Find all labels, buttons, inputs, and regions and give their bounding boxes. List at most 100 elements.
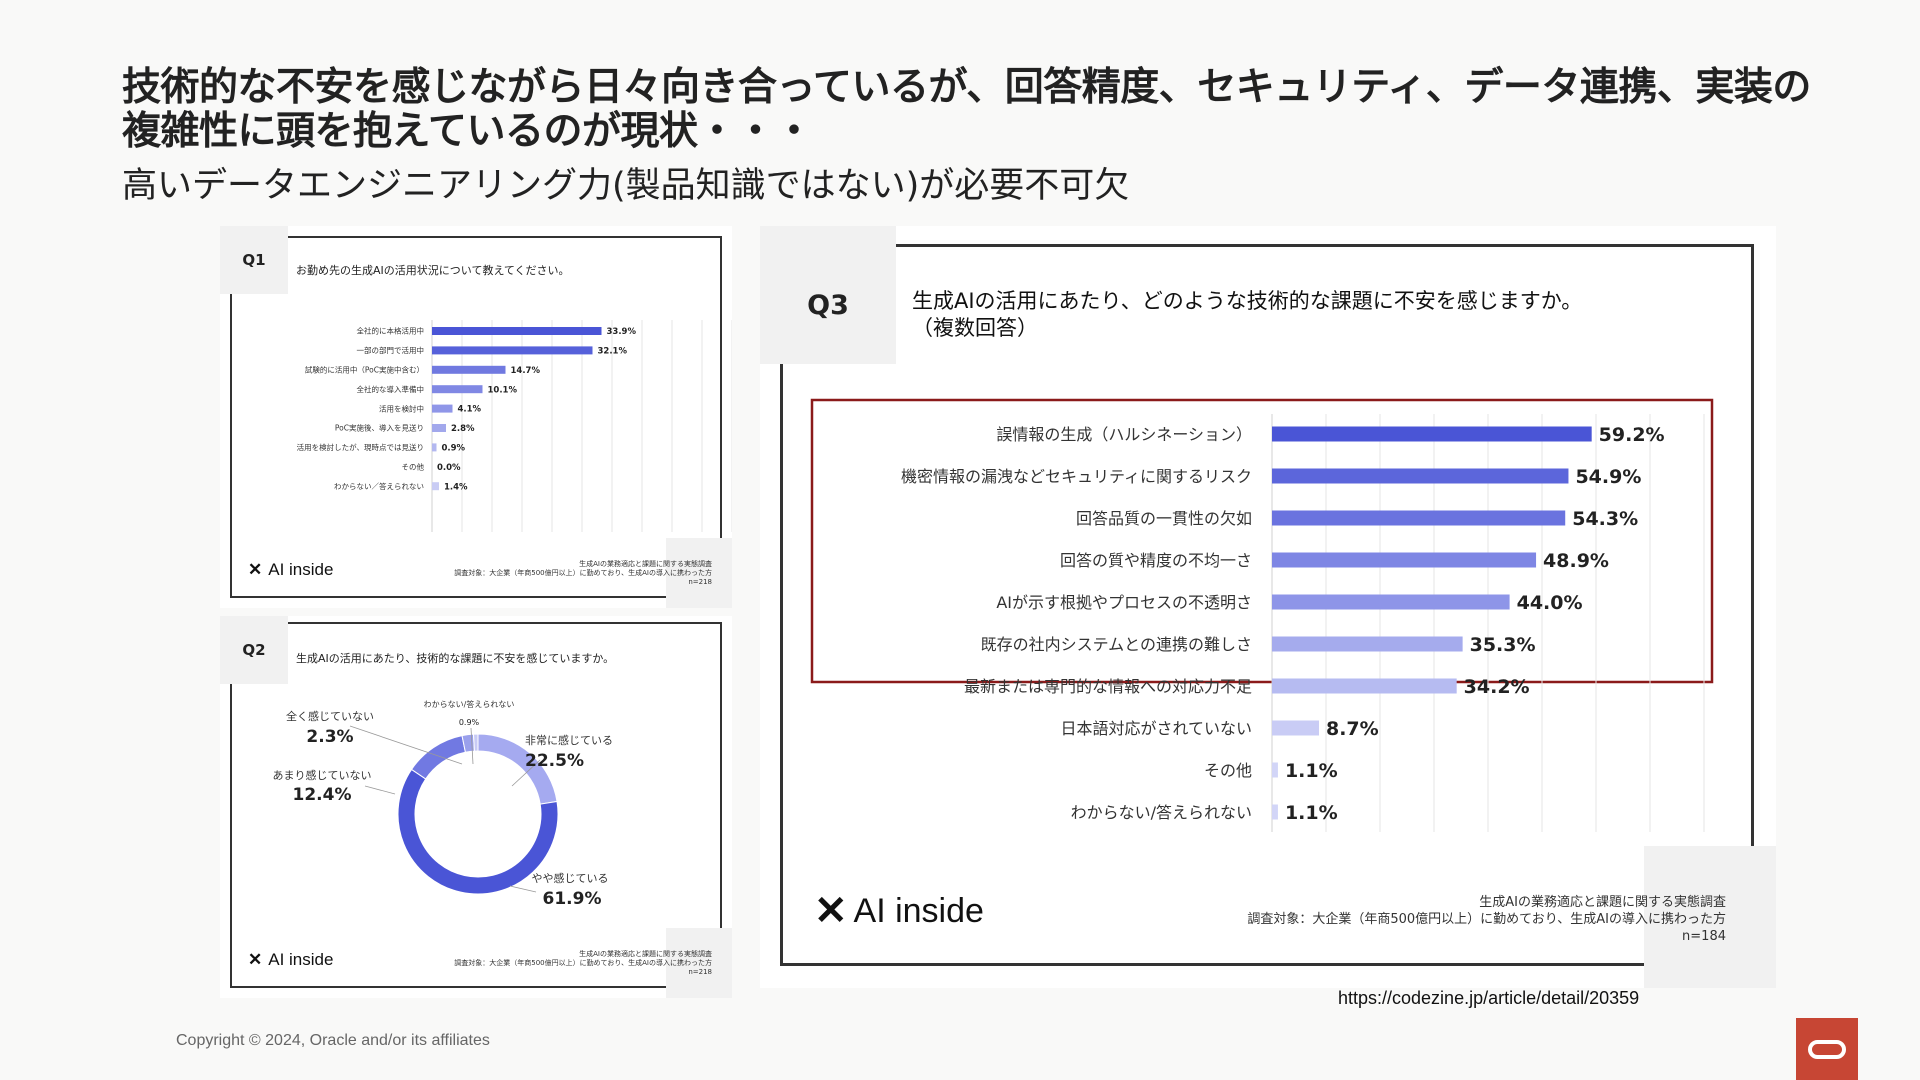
slice-label: 全く感じていない: [286, 709, 374, 723]
data-label: 1.4%: [444, 482, 468, 492]
leader-line: [364, 785, 396, 795]
q3-card: Q3 生成AIの活用にあたり、どのような技術的な課題に不安を感じますか。 （複数…: [760, 226, 1776, 988]
category-label: AIが示す根拠やプロセスの不透明さ: [996, 593, 1252, 612]
q1-tag: Q1: [220, 226, 288, 294]
highlight-box: [810, 398, 1714, 684]
slice-label: わからない/答えられない: [424, 699, 515, 709]
q2-note-line3: n=218: [688, 968, 712, 976]
bar: [432, 346, 593, 355]
q1-question: お勤め先の生成AIの活用状況について教えてください。: [296, 264, 570, 277]
q2-note-bg: [666, 928, 732, 998]
q3-note-line3: n=184: [1682, 929, 1726, 944]
ai-inside-x-icon: ✕: [814, 889, 848, 933]
q3-note-bg: [1644, 846, 1776, 988]
data-label: 0.9%: [442, 443, 466, 453]
bar: [1272, 552, 1537, 568]
data-label: 48.9%: [1543, 550, 1609, 572]
q1-card: Q1 お勤め先の生成AIの活用状況について教えてください。 全社的に本格活用中 3…: [220, 226, 732, 608]
q3-question-line1: 生成AIの活用にあたり、どのような技術的な課題に不安を感じますか。: [912, 289, 1583, 313]
q2-logo: ✕ AI inside: [248, 950, 333, 970]
q2-card: Q2 生成AIの活用にあたり、技術的な課題に不安を感じていますか。 非常に感じて…: [220, 616, 732, 998]
bar: [432, 327, 602, 335]
bar: [1272, 594, 1510, 610]
slice-label: やや感じている: [532, 872, 609, 885]
bar: [1272, 636, 1463, 652]
data-label: 33.9%: [607, 327, 637, 337]
q1-logo-text: AI inside: [268, 560, 334, 579]
q2-tag: Q2: [220, 616, 288, 684]
category-label: 一部の部門で活用中: [357, 345, 425, 355]
category-label: 日本語対応がされていない: [1060, 719, 1252, 738]
data-label: 0.0%: [437, 463, 461, 473]
donut-slice: [410, 735, 467, 780]
bar: [1272, 804, 1278, 820]
q1-logo: ✕ AI inside: [248, 560, 333, 580]
category-label: 全社的な導入準備中: [357, 384, 425, 394]
leader-line: [470, 727, 474, 765]
slice-label: 非常に感じている: [525, 734, 613, 747]
category-label: 活用を検討中: [379, 403, 424, 413]
category-label: 試験的に活用中（PoC実施中含む）: [305, 365, 424, 375]
q1-bar-chart: 全社的に本格活用中 33.9% 一部の部門で活用中 32.1% 試験的に活用中（PoC実…: [297, 320, 732, 532]
q3-logo: ✕ AI inside: [814, 888, 984, 934]
category-label: 回答品質の一貫性の欠如: [1076, 509, 1252, 528]
q1-note-line1: 生成AIの業務適応と課題に関する実態調査: [579, 560, 712, 568]
data-label: 32.1%: [598, 346, 628, 356]
oracle-ring-icon: [1808, 1040, 1846, 1059]
bar: [432, 482, 439, 491]
slice-value: 2.3%: [306, 727, 353, 747]
bar: [432, 365, 506, 374]
data-label: 59.2%: [1599, 424, 1665, 446]
bar: [1272, 720, 1319, 736]
bar: [432, 443, 437, 452]
bar: [1272, 762, 1278, 778]
leader-line: [511, 759, 541, 787]
category-label: 既存の社内システムとの連携の難しさ: [981, 635, 1252, 654]
q3-logo-text: AI inside: [853, 891, 984, 930]
bar: [1272, 510, 1566, 526]
ai-inside-x-icon: ✕: [248, 950, 263, 969]
data-label: 1.1%: [1285, 802, 1338, 824]
ai-inside-x-icon: ✕: [248, 560, 263, 579]
category-label: 最新または専門的な情報への対応力不足: [964, 677, 1252, 696]
q3-question: 生成AIの活用にあたり、どのような技術的な課題に不安を感じますか。 （複数回答）: [912, 288, 1582, 342]
leader-line: [509, 885, 537, 893]
category-label: 機密情報の漏洩などセキュリティに関するリスク: [901, 467, 1252, 486]
copyright: Copyright © 2024, Oracle and/or its affi…: [176, 1032, 490, 1049]
bar: [1272, 426, 1592, 442]
source-link[interactable]: https://codezine.jp/article/detail/20359: [1338, 988, 1640, 1008]
q1-frame: [230, 236, 722, 598]
q3-question-line2: （複数回答）: [912, 316, 1038, 340]
q1-note: 生成AIの業務適応と課題に関する実態調査 調査対象：大企業（年商500億円以上）…: [454, 560, 712, 587]
q2-frame: [230, 622, 722, 988]
q2-note: 生成AIの業務適応と課題に関する実態調査 調査対象：大企業（年商500億円以上）…: [454, 950, 712, 977]
slice-value: 0.9%: [459, 718, 480, 727]
data-label: 34.2%: [1464, 676, 1530, 698]
bar: [432, 424, 446, 432]
leader-line: [349, 725, 463, 765]
data-label: 54.9%: [1575, 466, 1641, 488]
category-label: わからない/答えられない: [1071, 803, 1252, 822]
data-label: 2.8%: [451, 424, 475, 434]
bar: [1272, 678, 1457, 694]
category-label: その他: [1204, 761, 1252, 780]
category-label: その他: [402, 462, 425, 472]
category-label: わからない／答えられない: [334, 481, 424, 491]
slide-subtitle: 高いデータエンジニアリング力(製品知識ではない)が必要不可欠: [122, 166, 1130, 206]
category-label: 活用を検討したが、現時点では見送り: [297, 442, 424, 452]
data-label: 44.0%: [1517, 592, 1583, 614]
oracle-logo-icon: [1796, 1018, 1858, 1080]
q3-note-line1: 生成AIの業務適応と課題に関する実態調査: [1479, 895, 1726, 910]
data-label: 1.1%: [1285, 760, 1338, 782]
q2-logo-text: AI inside: [268, 950, 334, 969]
slice-value: 61.9%: [543, 889, 602, 909]
q1-note-line2: 調査対象：大企業（年商500億円以上）に勤めており、生成AIの導入に携わった方: [454, 569, 712, 577]
data-label: 14.7%: [511, 366, 541, 376]
q3-frame: [780, 244, 1754, 966]
q2-note-line2: 調査対象：大企業（年商500億円以上）に勤めており、生成AIの導入に携わった方: [454, 959, 712, 967]
data-label: 54.3%: [1572, 508, 1638, 530]
q2-note-line1: 生成AIの業務適応と課題に関する実態調査: [579, 950, 712, 958]
slice-value: 12.4%: [293, 785, 352, 805]
slide-title: 技術的な不安を感じながら日々向き合っているが、回答精度、セキュリティ、データ連携…: [122, 65, 1811, 154]
category-label: 回答の質や精度の不均一さ: [1060, 551, 1252, 570]
